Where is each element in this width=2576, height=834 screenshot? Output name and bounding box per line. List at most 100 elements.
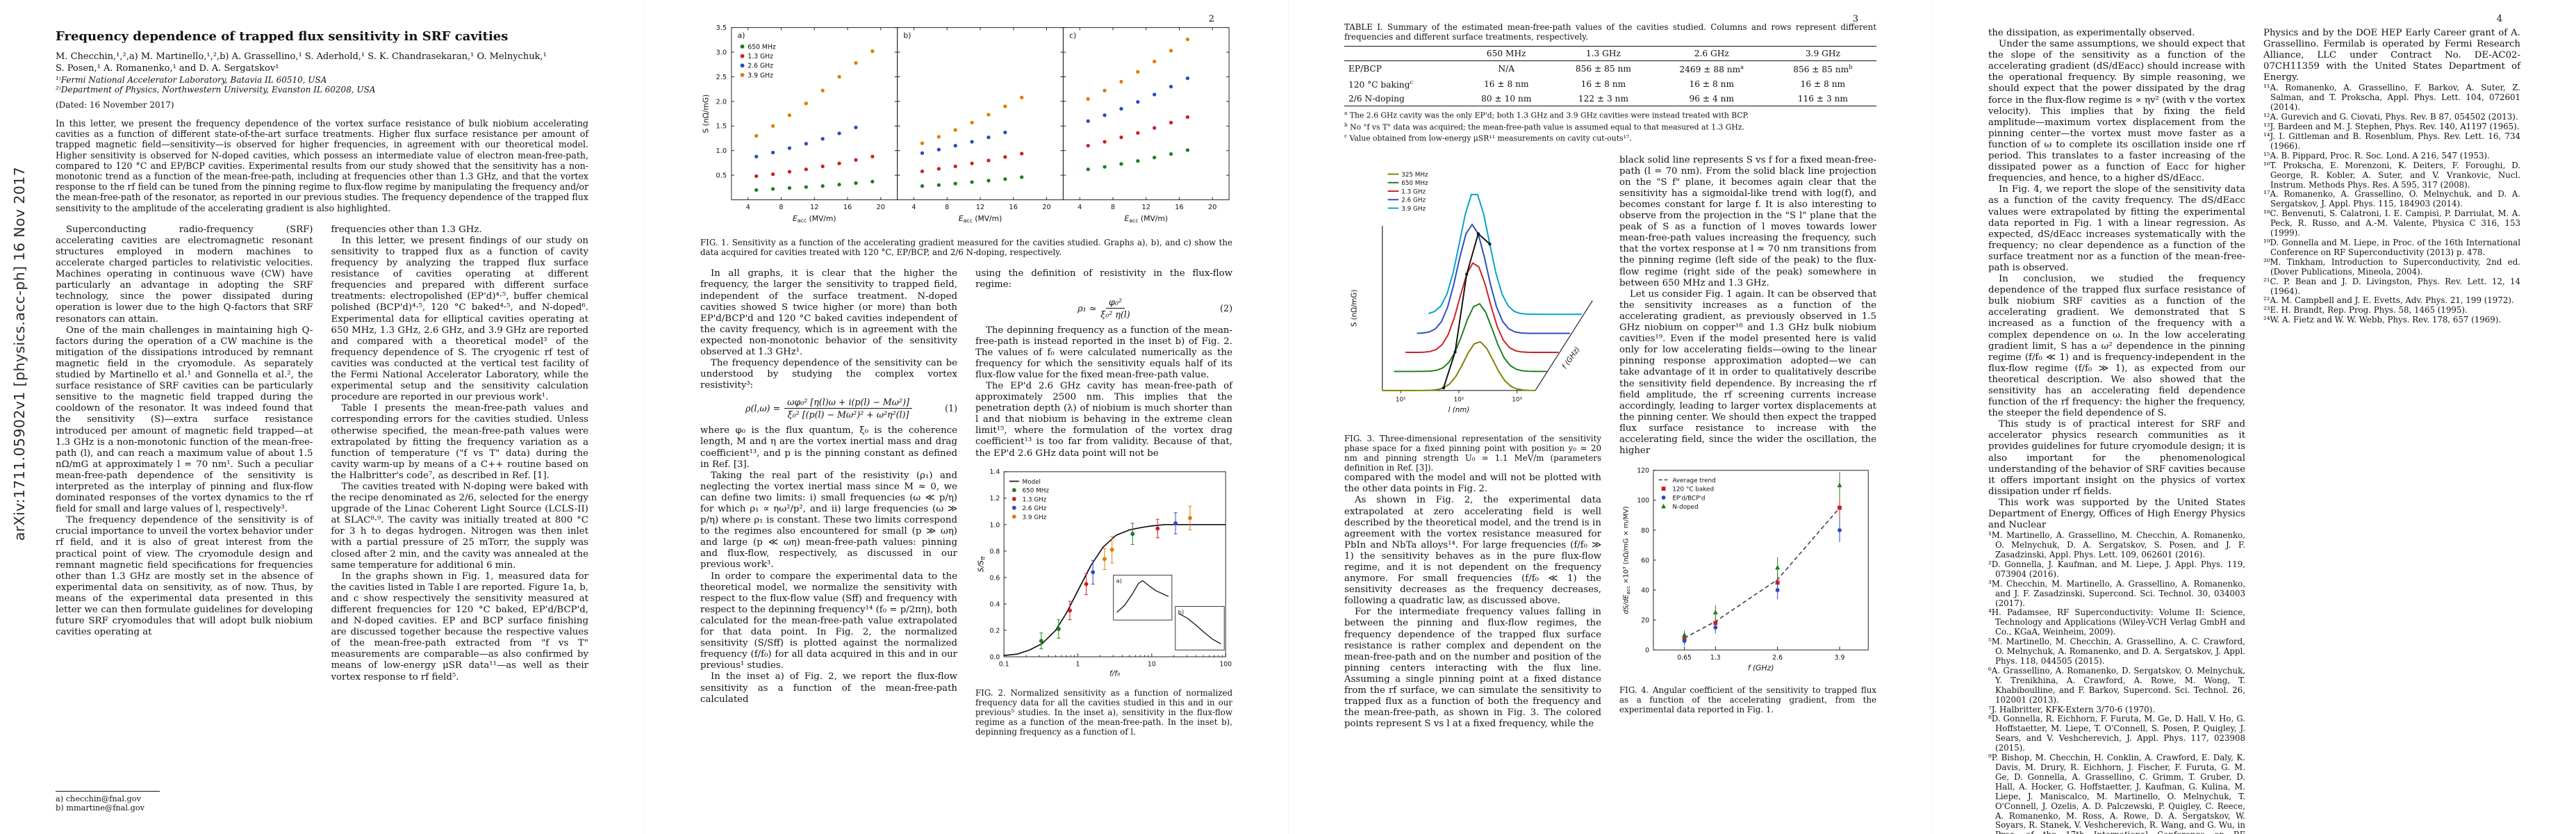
svg-text:0.4: 0.4 <box>989 600 1000 608</box>
table-row: 120 °C bakingc 16 ± 8 nm 16 ± 8 nm 16 ± 8 n… <box>1348 79 1846 90</box>
svg-text:dS/dEacc ×10³ (nΩ/mG × m/MV): dS/dEacc ×10³ (nΩ/mG × m/MV) <box>1623 506 1631 614</box>
page-2: 2 0.5 1.0 1.5 2.0 2.5 3.0 3.5 4 8 12 16 20 Eacc (MV/… <box>644 0 1288 834</box>
svg-text:4: 4 <box>746 204 750 211</box>
page-1: arXiv:1711.05902v1 [physics.acc-ph] 16 N… <box>0 0 644 834</box>
paragraph: In conclusion, we studied the frequency … <box>1988 274 2245 419</box>
paragraph: In the inset a) of Fig. 2, we report the… <box>700 671 957 705</box>
svg-text:100: 100 <box>1219 660 1232 668</box>
page2-column-right-text: using the definition of resistivity in t… <box>975 268 1232 459</box>
figure-2-caption: FIG. 2. Normalized sensitivity as a func… <box>975 687 1232 737</box>
figure-4-chart: 0.65 1.3 2.6 3.9 0 20 40 60 80 100 120 Average tren… <box>1623 467 1869 673</box>
page2-body: In all graphs, it is clear that the high… <box>645 257 1288 736</box>
paragraph: This study is of practical interest for … <box>1988 419 2245 497</box>
reference-entry: ⁷J. Halbritter, KFK-Extern 3/70-6 (1970)… <box>1988 704 2156 714</box>
table-header: 650 MHz <box>1460 46 1553 61</box>
svg-text:120: 120 <box>1637 467 1649 475</box>
svg-text:3.9: 3.9 <box>1835 654 1845 662</box>
page1-column-left: Superconducting radio-frequency (SRF) ac… <box>56 224 313 638</box>
svg-text:20: 20 <box>1641 617 1649 625</box>
paragraph: frequencies other than 1.3 GHz. <box>331 224 482 235</box>
footnote-email-b: b) mmartine@fnal.gov <box>56 803 145 813</box>
table-1-caption: TABLE I. Summary of the estimated mean-f… <box>1344 22 1876 42</box>
svg-text:f/f₀: f/f₀ <box>1109 669 1121 678</box>
paragraph: For the intermediate frequency values fa… <box>1344 607 1601 730</box>
reference-entry: ²²A. M. Campbell and J. E. Evetts, Adv. … <box>2263 295 2514 306</box>
reference-entry: ¹M. Martinello, A. Grassellino, M. Checc… <box>1988 530 2245 560</box>
paragraph: Table I presents the mean-free-path valu… <box>331 403 589 481</box>
table-header: 2.6 GHz <box>1653 46 1769 61</box>
figure-2: 0.1 1 10 100 0.0 0.2 0.4 0.6 0.8 1.0 1.2 1.4 Model 65… <box>975 465 1232 737</box>
paragraph: In Fig. 4, we report the slope of the se… <box>1988 184 2245 273</box>
svg-text:0.0: 0.0 <box>989 653 1000 661</box>
svg-text:12: 12 <box>1142 204 1150 211</box>
svg-text:80: 80 <box>1641 527 1649 534</box>
table-1-grid: 650 MHz 1.3 GHz 2.6 GHz 3.9 GHz EP/BCP N/A 856… <box>1344 46 1876 107</box>
reference-entry: ¹²A. Gurevich and G. Ciovati, Phys. Rev.… <box>2263 112 2518 122</box>
page4-column-right: Physics and by the DOE HEP Early Career … <box>2263 28 2520 325</box>
page2-column-left: In all graphs, it is clear that the high… <box>700 268 957 705</box>
paragraph: This work was supported by the United St… <box>1988 497 2245 531</box>
equation: ρ(l,ω) = ωφ₀² [η(l)ω + i(p(l) − Mω²)] ξ₀² … <box>745 397 957 420</box>
author-line-2: S. Posen,¹ A. Romanenko,¹ and D. A. Serg… <box>56 63 279 74</box>
figure-2-chart: 0.1 1 10 100 0.0 0.2 0.4 0.6 0.8 1.0 1.2 1.4 Model65… <box>977 468 1232 678</box>
reference-entry: ²⁴W. A. Fietz and W. W. Webb, Phys. Rev.… <box>2263 315 2502 325</box>
svg-text:Average trend: Average trend <box>1672 477 1715 484</box>
page2-column-right: using the definition of resistivity in t… <box>975 268 1232 736</box>
equation: ρ₁ ≃ φ₀² ξ₀² η(l) (2) <box>1078 296 1232 320</box>
svg-text:b): b) <box>903 31 911 40</box>
svg-text:b): b) <box>1178 608 1184 615</box>
svg-text:1.3 GHz: 1.3 GHz <box>748 53 773 60</box>
svg-text:S (nΩ/mG): S (nΩ/mG) <box>702 95 711 133</box>
reference-entry: ¹⁸C. Benvenuti, S. Calatroni, I. E. Camp… <box>2263 208 2520 238</box>
svg-text:1.0: 1.0 <box>716 147 727 155</box>
page3-body: 10¹ 10² 10³ 325 MHz 650 MHz 1.3 GHz 2.6 GHz 3.9… <box>1289 144 1932 730</box>
paragraph: In this letter, we present findings of o… <box>331 235 589 403</box>
figure-1-caption: FIG. 1. Sensitivity as a function of the… <box>700 238 1232 258</box>
paragraph: As shown in Fig. 2, the experimental dat… <box>1344 495 1601 607</box>
table-header: 1.3 GHz <box>1553 46 1654 61</box>
table-row: EP/BCP N/A 856 ± 85 nm 2469 ± 88 nma 856 ± 8… <box>1348 63 1853 75</box>
paragraph: Physics and by the DOE HEP Early Career … <box>2263 28 2520 83</box>
svg-text:S (nΩ/mG): S (nΩ/mG) <box>1351 289 1359 327</box>
svg-text:S/Sff: S/Sff <box>977 556 986 572</box>
svg-text:100: 100 <box>1637 497 1649 505</box>
svg-text:2.6: 2.6 <box>1772 654 1783 662</box>
table-footnote: b No "f vs T" data was acquired; the mea… <box>1344 121 1744 132</box>
svg-text:a): a) <box>1116 577 1122 584</box>
svg-text:2.6 GHz: 2.6 GHz <box>1023 505 1047 512</box>
figure-1-chart: 0.5 1.0 1.5 2.0 2.5 3.0 3.5 4 8 12 16 20 Eacc (MV/m)… <box>702 24 1230 224</box>
svg-text:1.2: 1.2 <box>989 495 1000 502</box>
paper-title: Frequency dependence of trapped flux sen… <box>56 29 509 44</box>
paragraph: In the graphs shown in Fig. 1, measured … <box>331 571 589 682</box>
svg-text:20: 20 <box>877 204 885 211</box>
svg-text:3.9 GHz: 3.9 GHz <box>1401 206 1426 213</box>
svg-text:120 °C baked: 120 °C baked <box>1672 486 1714 493</box>
paragraph: In all graphs, it is clear that the high… <box>700 268 957 357</box>
svg-text:f (GHz): f (GHz) <box>1560 345 1581 370</box>
page-3: 3 TABLE I. Summary of the estimated mean… <box>1288 0 1932 834</box>
reference-entry: ⁹P. Bishop, M. Checchin, H. Conklin, A. … <box>1988 753 2245 834</box>
svg-text:c): c) <box>1069 31 1076 40</box>
svg-text:3.9 GHz: 3.9 GHz <box>1023 514 1047 521</box>
reference-entry: ¹⁵A. B. Pippard, Proc. R. Soc. Lond. A 2… <box>2263 150 2490 161</box>
paragraph: The EP'd 2.6 GHz cavity has mean-free-pa… <box>975 380 1232 459</box>
svg-text:Model: Model <box>1023 479 1041 486</box>
svg-text:10³: 10³ <box>1512 396 1522 403</box>
svg-text:1.3: 1.3 <box>1710 654 1721 662</box>
reference-entry: ¹⁷A. Romanenko, A. Grassellino, O. Melny… <box>2263 189 2520 209</box>
svg-text:10¹: 10¹ <box>1396 396 1406 403</box>
table-footnote: a The 2.6 GHz cavity was the only EP'd; … <box>1344 110 1749 120</box>
paragraph: where φ₀ is the flux quantum, ξ₀ is the … <box>700 425 957 470</box>
svg-text:2.0: 2.0 <box>716 98 727 106</box>
svg-text:Eacc (MV/m): Eacc (MV/m) <box>959 214 1002 224</box>
table-footnote: c Value obtained from low-energy μSR¹¹ m… <box>1344 133 1632 143</box>
svg-text:16: 16 <box>1175 204 1183 211</box>
paragraph: the dissipation, as experimentally obser… <box>1988 28 2195 38</box>
figure-3: 10¹ 10² 10³ 325 MHz 650 MHz 1.3 GHz 2.6 GHz 3.9… <box>1344 161 1601 473</box>
reference-entry: ³M. Checchin, M. Martinello, A. Grassell… <box>1988 578 2245 608</box>
svg-text:a): a) <box>738 31 745 40</box>
table-1: TABLE I. Summary of the estimated mean-f… <box>1289 0 1932 144</box>
svg-text:Eacc (MV/m): Eacc (MV/m) <box>1124 214 1168 224</box>
svg-text:650 MHz: 650 MHz <box>748 43 776 51</box>
